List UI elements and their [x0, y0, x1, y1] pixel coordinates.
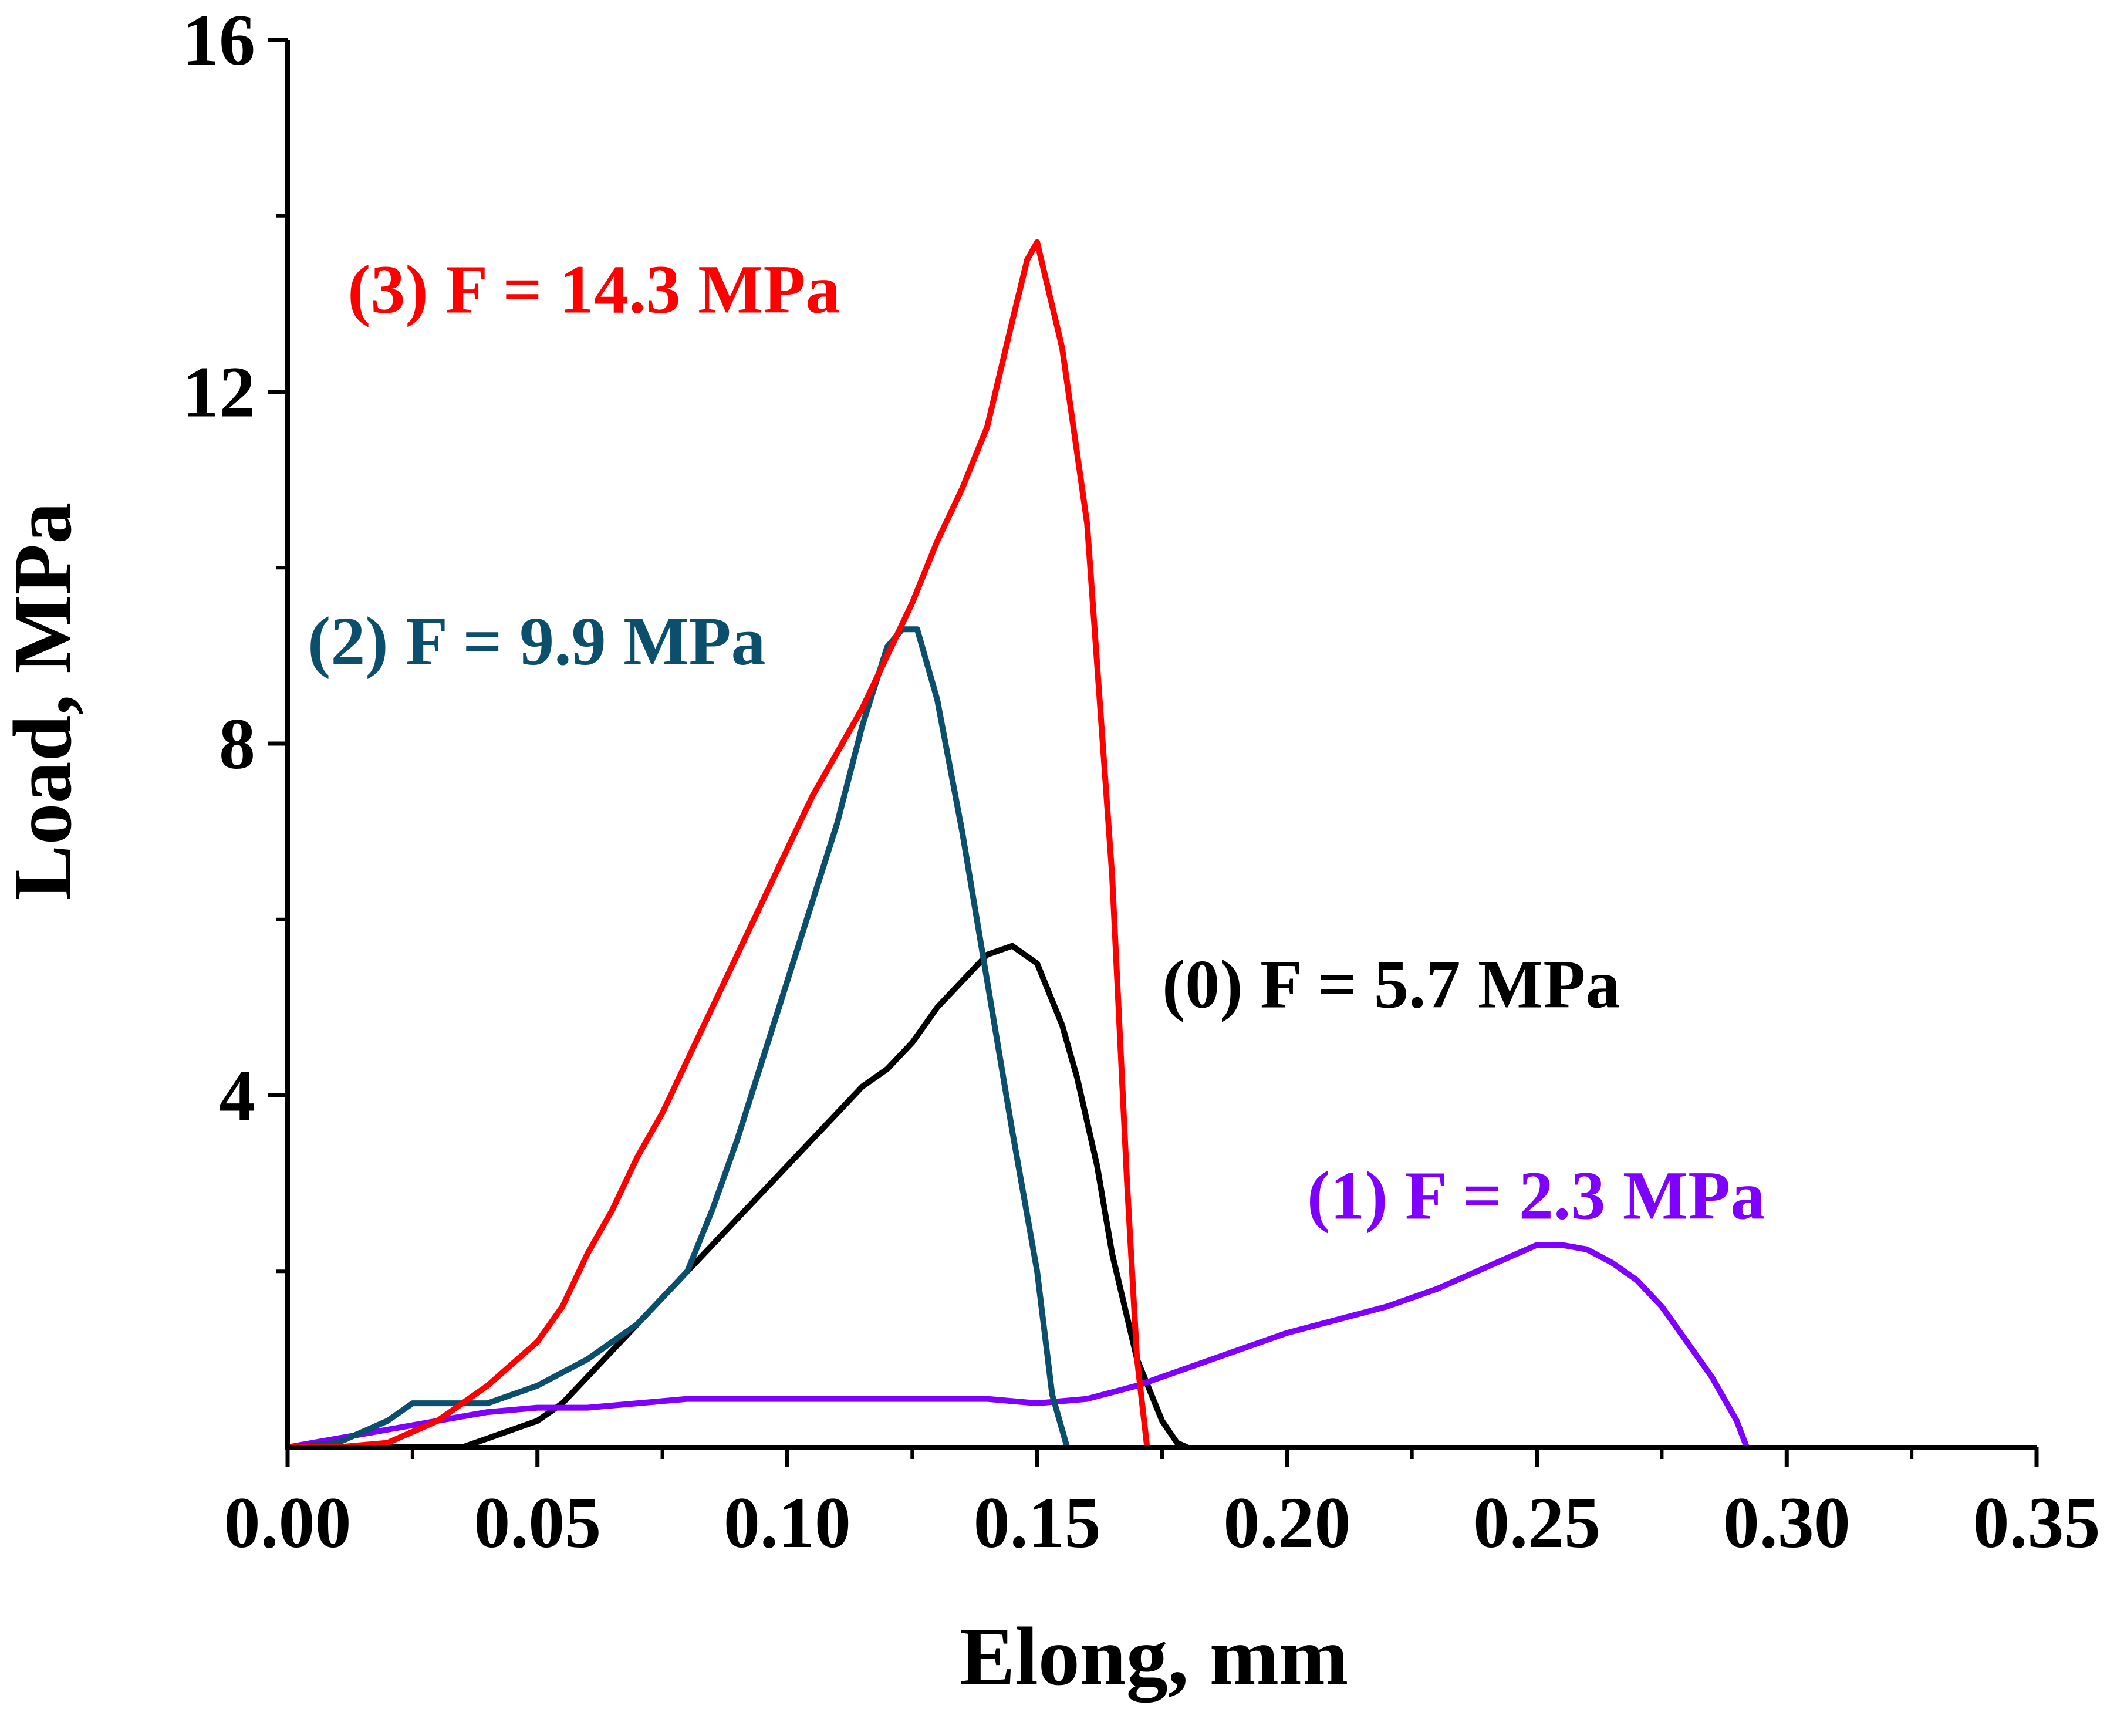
x-tick-label: 0.10 — [724, 1482, 851, 1563]
x-axis-title: Elong, mm — [960, 1610, 1349, 1703]
annotation-layer: (3) F = 14.3 MPa (2) F = 9.9 MPa (0) F = 5… — [308, 251, 1765, 1234]
y-tick-label: 16 — [183, 0, 255, 80]
x-tick-label: 0.00 — [224, 1482, 352, 1563]
y-axis-ticks: 4 8 12 16 — [183, 0, 288, 1274]
series-line-1 — [285, 1242, 1750, 1450]
y-tick-label: 4 — [219, 1056, 255, 1136]
series-annotation-0: (3) F = 14.3 MPa — [347, 251, 840, 328]
y-tick-label: 8 — [219, 704, 255, 784]
x-axis-ticks: 0.00 0.05 0.10 0.15 0.20 0.25 0.30 0.35 — [224, 1447, 2101, 1563]
y-axis-title: Load, MPa — [0, 502, 89, 900]
series-annotation-2: (0) F = 5.7 MPa — [1162, 946, 1620, 1023]
x-tick-label: 0.15 — [974, 1482, 1101, 1563]
x-tick-label: 0.25 — [1473, 1482, 1600, 1563]
x-tick-label: 0.35 — [1973, 1482, 2101, 1563]
series-line-2 — [285, 626, 1071, 1450]
series-line-3 — [285, 239, 1150, 1450]
series-annotation-1: (2) F = 9.9 MPa — [308, 603, 765, 680]
series-line-0 — [285, 943, 1190, 1450]
x-tick-label: 0.05 — [474, 1482, 601, 1563]
y-tick-label: 12 — [183, 352, 255, 433]
series-annotation-3: (1) F = 2.3 MPa — [1307, 1157, 1765, 1234]
x-tick-label: 0.20 — [1223, 1482, 1350, 1563]
axes-layer: 0.00 0.05 0.10 0.15 0.20 0.25 0.30 0.35 4 8 12 16 — [183, 0, 2101, 1563]
x-tick-label: 0.30 — [1723, 1482, 1851, 1563]
series-layer — [285, 239, 1750, 1450]
